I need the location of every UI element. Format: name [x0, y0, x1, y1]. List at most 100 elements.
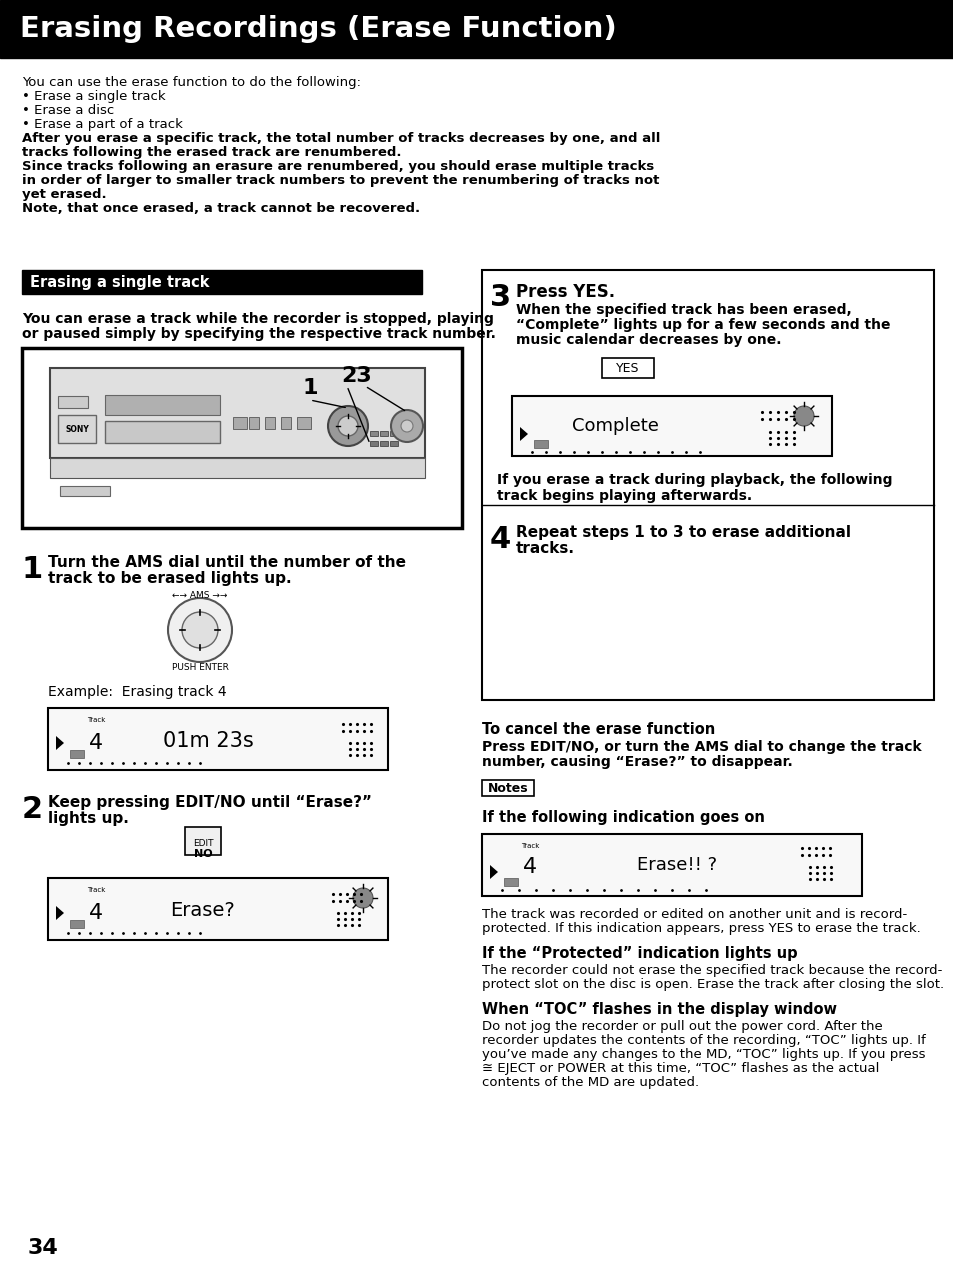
Bar: [512, 396, 831, 456]
Circle shape: [168, 598, 232, 662]
Text: 1: 1: [22, 555, 43, 584]
Bar: [105, 395, 220, 415]
Bar: [185, 827, 221, 855]
Bar: [22, 270, 421, 294]
Text: NO: NO: [193, 849, 213, 860]
Text: music calendar decreases by one.: music calendar decreases by one.: [516, 333, 781, 347]
Bar: [58, 396, 88, 408]
Text: 23: 23: [341, 366, 372, 386]
Text: EDIT: EDIT: [193, 838, 213, 847]
Bar: [390, 441, 397, 446]
Text: SONY: SONY: [65, 425, 89, 434]
Bar: [379, 441, 388, 446]
Text: or paused simply by specifying the respective track number.: or paused simply by specifying the respe…: [22, 327, 496, 341]
Bar: [296, 417, 311, 429]
Bar: [58, 415, 96, 443]
Text: 4: 4: [522, 857, 537, 877]
Text: Press YES.: Press YES.: [516, 284, 615, 301]
Text: Erasing a single track: Erasing a single track: [30, 275, 210, 290]
Polygon shape: [490, 865, 497, 879]
Text: Notes: Notes: [487, 781, 528, 795]
Bar: [70, 749, 84, 758]
Bar: [0, 0, 953, 58]
Text: tracks following the erased track are renumbered.: tracks following the erased track are re…: [22, 146, 401, 160]
Text: To cancel the erase function: To cancel the erase function: [481, 722, 715, 737]
Bar: [481, 270, 933, 700]
Bar: [370, 441, 377, 446]
Text: • Erase a single track: • Erase a single track: [22, 90, 166, 103]
Text: 2: 2: [22, 795, 43, 824]
Text: Complete: Complete: [572, 417, 659, 436]
Circle shape: [337, 417, 357, 436]
Text: Turn the AMS dial until the number of the: Turn the AMS dial until the number of th…: [48, 555, 406, 570]
Text: You can erase a track while the recorder is stopped, playing: You can erase a track while the recorder…: [22, 311, 494, 327]
Text: YES: YES: [616, 362, 639, 375]
Circle shape: [391, 410, 422, 442]
Text: PUSH ENTER: PUSH ENTER: [172, 663, 228, 672]
Bar: [60, 486, 110, 496]
Text: If the “Protected” indication lights up: If the “Protected” indication lights up: [481, 946, 797, 961]
Text: in order of larger to smaller track numbers to prevent the renumbering of tracks: in order of larger to smaller track numb…: [22, 173, 659, 187]
Text: If you erase a track during playback, the following: If you erase a track during playback, th…: [497, 473, 892, 487]
Bar: [481, 780, 534, 796]
Bar: [249, 417, 258, 429]
Text: 4: 4: [490, 525, 511, 555]
Text: You can use the erase function to do the following:: You can use the erase function to do the…: [22, 76, 360, 89]
Text: number, causing “Erase?” to disappear.: number, causing “Erase?” to disappear.: [481, 755, 792, 768]
Bar: [50, 458, 424, 479]
Text: Do not jog the recorder or pull out the power cord. After the: Do not jog the recorder or pull out the …: [481, 1020, 882, 1033]
Circle shape: [400, 420, 413, 432]
Bar: [48, 708, 388, 770]
Text: Repeat steps 1 to 3 to erase additional: Repeat steps 1 to 3 to erase additional: [516, 525, 850, 541]
Text: Erase?: Erase?: [171, 901, 235, 920]
Text: After you erase a specific track, the total number of tracks decreases by one, a: After you erase a specific track, the to…: [22, 132, 659, 146]
Bar: [399, 430, 408, 436]
Circle shape: [353, 887, 373, 908]
Text: yet erased.: yet erased.: [22, 187, 107, 201]
Text: lights up.: lights up.: [48, 812, 129, 825]
Text: • Erase a disc: • Erase a disc: [22, 104, 114, 116]
Text: ≅ EJECT or POWER at this time, “TOC” flashes as the actual: ≅ EJECT or POWER at this time, “TOC” fla…: [481, 1062, 879, 1075]
Polygon shape: [56, 906, 64, 920]
Text: 3: 3: [490, 284, 511, 311]
Text: Note, that once erased, a track cannot be recovered.: Note, that once erased, a track cannot b…: [22, 203, 419, 215]
Text: Track: Track: [520, 843, 538, 849]
Text: tracks.: tracks.: [516, 541, 575, 556]
Text: Track: Track: [87, 887, 105, 893]
Text: The track was recorded or edited on another unit and is record-: The track was recorded or edited on anot…: [481, 908, 906, 920]
Text: track to be erased lights up.: track to be erased lights up.: [48, 571, 292, 586]
Circle shape: [328, 406, 368, 446]
Bar: [379, 430, 388, 436]
Text: Erasing Recordings (Erase Function): Erasing Recordings (Erase Function): [20, 15, 616, 43]
Text: The recorder could not erase the specified track because the record-: The recorder could not erase the specifi…: [481, 963, 942, 977]
Text: ←→ AMS →→: ←→ AMS →→: [172, 590, 228, 600]
Bar: [370, 430, 377, 436]
Circle shape: [182, 611, 218, 648]
Text: 4: 4: [89, 903, 103, 923]
Bar: [233, 417, 247, 429]
Polygon shape: [56, 736, 64, 749]
Text: Since tracks following an erasure are renumbered, you should erase multiple trac: Since tracks following an erasure are re…: [22, 160, 654, 173]
Bar: [265, 417, 274, 429]
Bar: [503, 879, 517, 886]
Text: When “TOC” flashes in the display window: When “TOC” flashes in the display window: [481, 1001, 836, 1017]
Text: • Erase a part of a track: • Erase a part of a track: [22, 118, 183, 130]
Text: Example:  Erasing track 4: Example: Erasing track 4: [48, 685, 227, 699]
Bar: [22, 348, 461, 528]
Circle shape: [793, 406, 813, 425]
Text: 34: 34: [28, 1238, 59, 1258]
Bar: [481, 834, 862, 896]
Bar: [390, 430, 397, 436]
Text: recorder updates the contents of the recording, “TOC” lights up. If: recorder updates the contents of the rec…: [481, 1034, 924, 1047]
Polygon shape: [519, 427, 527, 441]
Bar: [50, 368, 424, 458]
Text: 4: 4: [89, 733, 103, 753]
Text: Keep pressing EDIT/NO until “Erase?”: Keep pressing EDIT/NO until “Erase?”: [48, 795, 372, 810]
Text: “Complete” lights up for a few seconds and the: “Complete” lights up for a few seconds a…: [516, 318, 889, 332]
Text: contents of the MD are updated.: contents of the MD are updated.: [481, 1076, 699, 1089]
Bar: [281, 417, 291, 429]
Text: 01m 23s: 01m 23s: [162, 730, 253, 751]
Text: Erase!! ?: Erase!! ?: [637, 856, 717, 874]
Bar: [70, 920, 84, 928]
Text: track begins playing afterwards.: track begins playing afterwards.: [497, 489, 751, 503]
